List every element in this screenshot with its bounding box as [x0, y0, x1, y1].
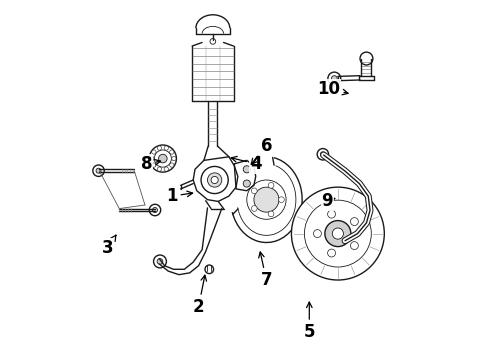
Text: 8: 8: [141, 155, 161, 173]
Circle shape: [207, 173, 222, 187]
Text: 6: 6: [251, 137, 272, 164]
Circle shape: [292, 187, 384, 280]
Circle shape: [328, 249, 336, 257]
Circle shape: [149, 157, 154, 161]
Circle shape: [172, 157, 176, 161]
Circle shape: [243, 180, 250, 187]
Circle shape: [304, 200, 371, 267]
Circle shape: [350, 242, 358, 249]
Circle shape: [325, 221, 351, 247]
Circle shape: [350, 218, 358, 225]
Circle shape: [149, 204, 161, 216]
Text: 4: 4: [231, 155, 262, 173]
Circle shape: [164, 146, 169, 150]
Circle shape: [317, 149, 329, 160]
Text: 2: 2: [193, 275, 206, 316]
Circle shape: [153, 255, 167, 268]
Circle shape: [211, 176, 218, 184]
Circle shape: [157, 167, 162, 171]
Circle shape: [328, 72, 341, 85]
Circle shape: [360, 52, 373, 65]
Circle shape: [247, 180, 286, 219]
Text: 10: 10: [318, 80, 348, 98]
Circle shape: [279, 197, 284, 203]
Circle shape: [170, 150, 174, 154]
Circle shape: [152, 150, 156, 154]
Circle shape: [159, 154, 167, 163]
Circle shape: [170, 163, 174, 167]
Circle shape: [201, 166, 228, 194]
Circle shape: [332, 228, 343, 239]
Circle shape: [205, 265, 214, 274]
Circle shape: [243, 166, 250, 173]
Circle shape: [268, 183, 274, 188]
Circle shape: [152, 207, 157, 212]
Circle shape: [149, 145, 176, 172]
Circle shape: [93, 165, 104, 176]
Text: 9: 9: [321, 193, 335, 211]
Circle shape: [152, 163, 156, 167]
Circle shape: [210, 39, 216, 44]
Circle shape: [157, 146, 162, 150]
Text: 5: 5: [303, 302, 315, 341]
Circle shape: [268, 211, 274, 217]
Circle shape: [251, 206, 257, 211]
Circle shape: [157, 258, 163, 264]
Circle shape: [164, 167, 169, 171]
Circle shape: [154, 150, 171, 167]
Circle shape: [320, 152, 325, 157]
Circle shape: [251, 188, 257, 194]
Circle shape: [331, 76, 337, 81]
Circle shape: [328, 210, 336, 218]
Text: 1: 1: [166, 187, 193, 205]
Circle shape: [96, 168, 101, 173]
Circle shape: [314, 230, 321, 238]
Text: 7: 7: [259, 252, 272, 289]
Text: 3: 3: [101, 235, 116, 257]
Circle shape: [254, 187, 279, 212]
